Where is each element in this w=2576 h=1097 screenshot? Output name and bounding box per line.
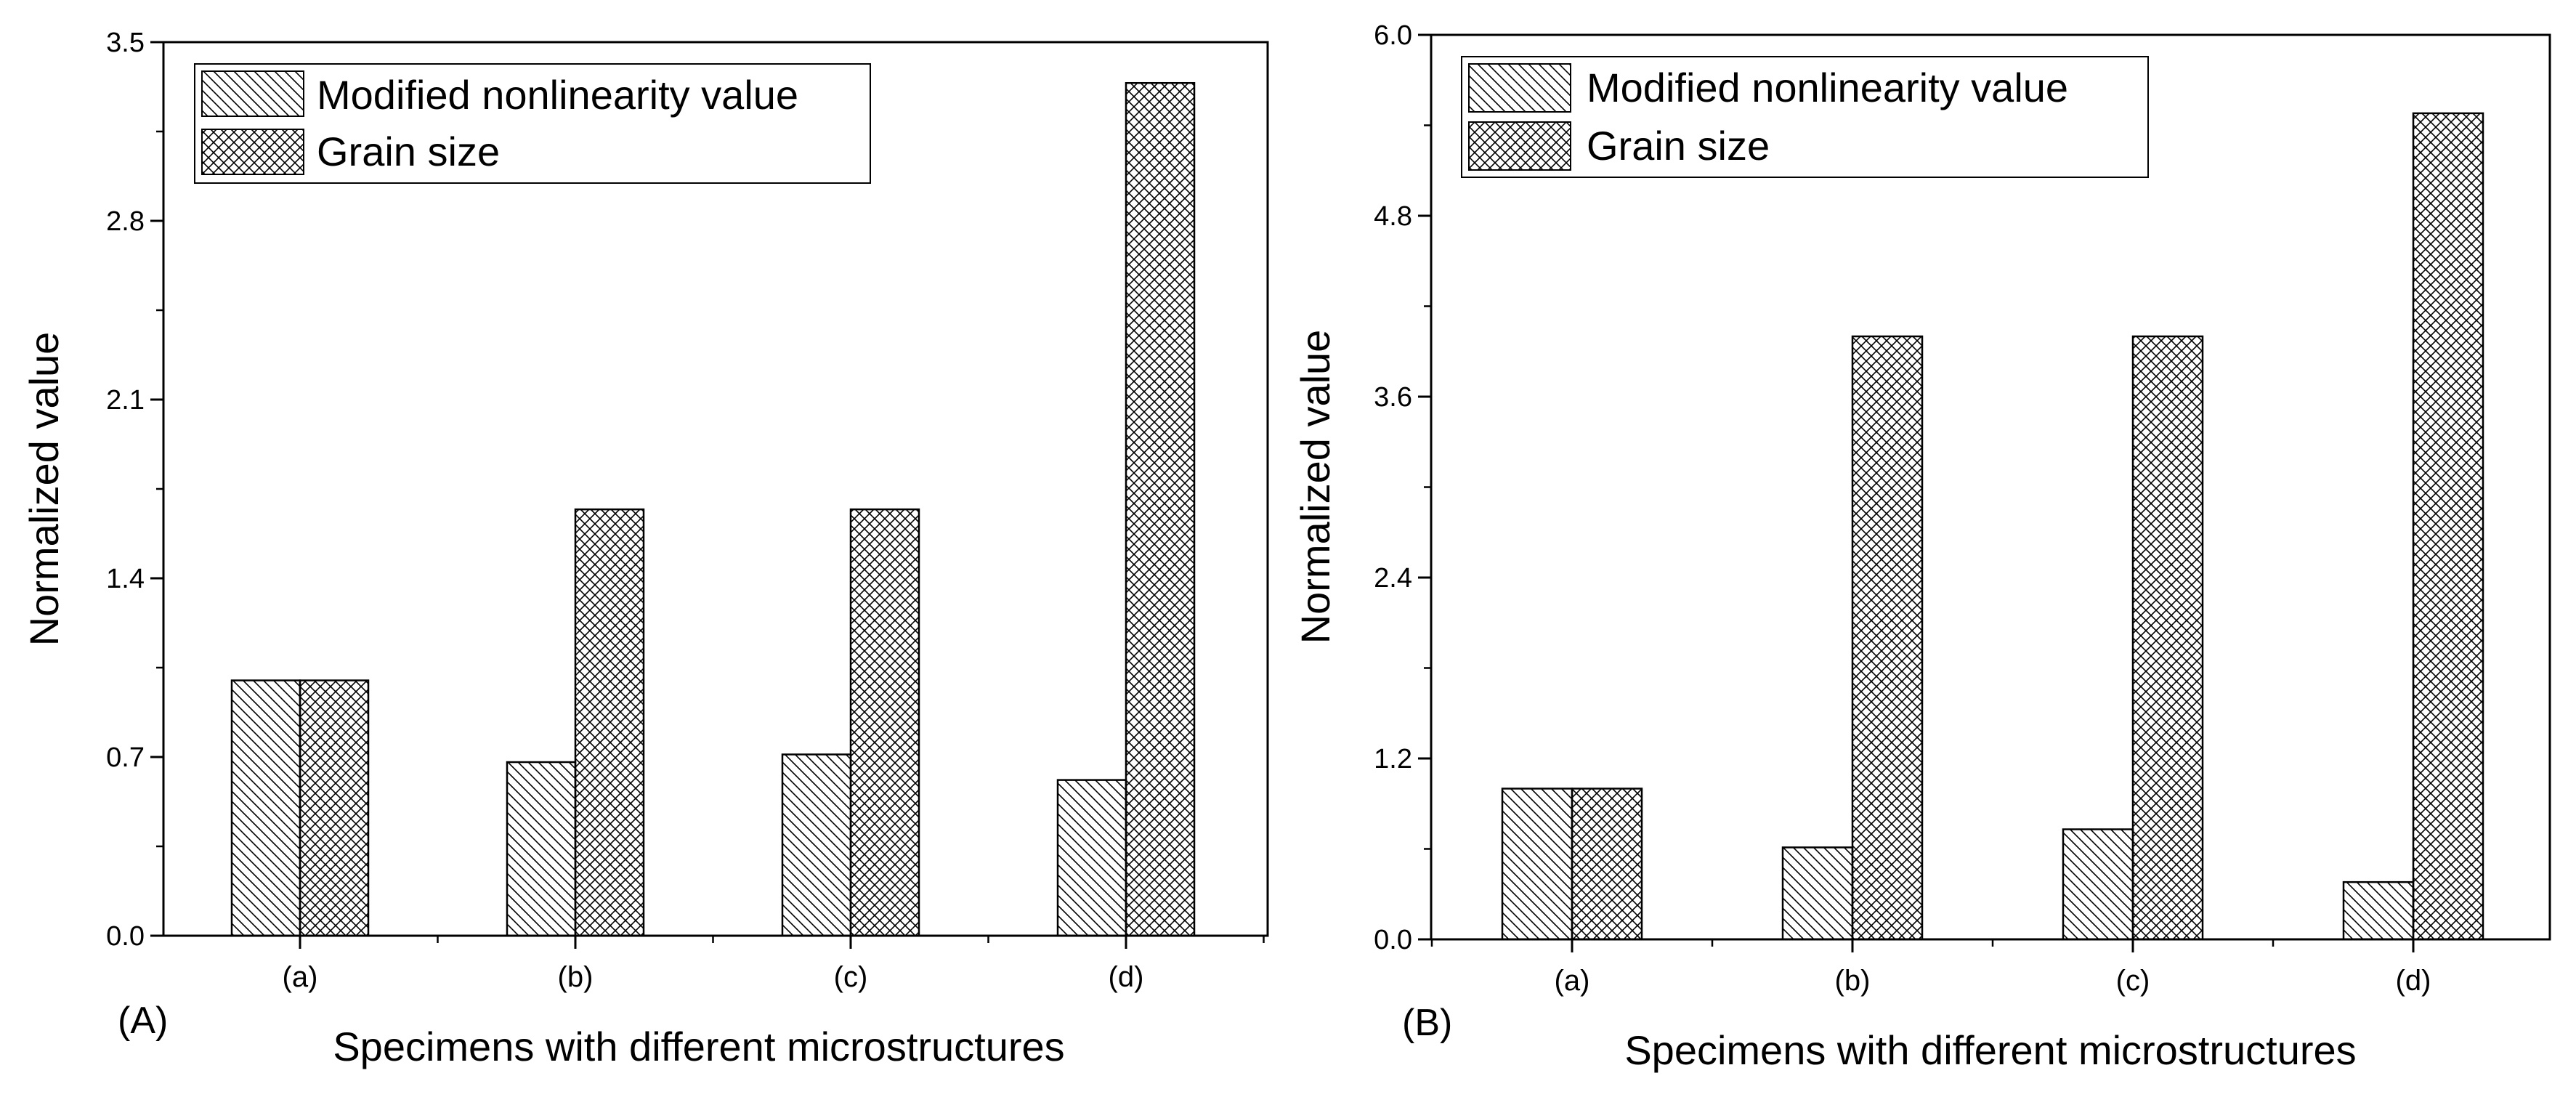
y-tick-label: 0.7: [106, 742, 145, 773]
bar-modified-nonlinearity-value-a: [230, 679, 301, 937]
bar-grain-size-b: [1851, 335, 1924, 941]
panel-label: (B): [1402, 1002, 1452, 1044]
x-tick-label: (b): [1835, 965, 1871, 997]
x-axis-title: Specimens with different microstructures: [333, 1024, 1064, 1069]
legend-swatch-modified-nonlinearity: [1468, 63, 1571, 113]
bar-grain-size-c: [849, 508, 920, 937]
x-axis-ticks: (a) (b) (c) (d): [283, 936, 1265, 993]
y-axis-ticks: 0.0 1.2 2.4 3.6 4.8 6.0: [1374, 20, 1431, 955]
y-axis-title: Normalized value: [21, 332, 67, 647]
legend-swatch-modified-nonlinearity: [201, 70, 304, 117]
legend: Modified nonlinearity value Grain size: [194, 63, 871, 184]
x-axis-title: Specimens with different microstructures: [1624, 1027, 2356, 1073]
legend-label-grain-size: Grain size: [1587, 123, 1770, 169]
y-tick-label: 1.4: [106, 564, 145, 594]
bars-group: [230, 81, 1196, 937]
legend-label-modified-nonlinearity: Modified nonlinearity value: [317, 72, 798, 118]
bars-group: [1501, 112, 2484, 941]
y-tick-label: 0.0: [1374, 925, 1412, 955]
x-axis-ticks: (a) (b) (c) (d): [1430, 939, 2431, 997]
x-tick-label: (c): [2116, 965, 2150, 997]
legend: Modified nonlinearity value Grain size: [1461, 56, 2149, 178]
y-axis-title: Normalized value: [1292, 330, 1338, 644]
y-tick-label: 4.8: [1374, 201, 1412, 232]
legend-box: [1461, 56, 2149, 178]
legend-label-grain-size: Grain size: [317, 129, 500, 174]
x-tick-label: (c): [834, 961, 868, 993]
bar-modified-nonlinearity-value-c: [2062, 828, 2134, 941]
bar-grain-size-a: [299, 679, 370, 937]
x-tick-label: (a): [1555, 965, 1590, 997]
legend-swatch-grain-size: [1468, 121, 1571, 171]
legend-label-modified-nonlinearity: Modified nonlinearity value: [1587, 65, 2068, 110]
y-tick-label: 2.1: [106, 385, 145, 416]
bar-modified-nonlinearity-value-c: [781, 753, 852, 937]
bar-grain-size-c: [2131, 335, 2204, 941]
y-tick-label: 3.6: [1374, 382, 1412, 413]
bar-grain-size-d: [1125, 81, 1196, 937]
x-tick-label: (d): [2396, 965, 2431, 997]
chart-panel-a: 0.0 0.7 1.4 2.1 2.8 3.5 (a) (b) (c) (d) Normaliz…: [21, 28, 1269, 1069]
legend-swatch-grain-size: [201, 129, 304, 175]
bar-grain-size-b: [574, 508, 645, 937]
y-tick-label: 1.2: [1374, 744, 1412, 774]
bar-modified-nonlinearity-value-b: [506, 761, 577, 937]
panel-label: (A): [118, 1000, 168, 1042]
y-tick-label: 3.5: [106, 28, 145, 58]
bar-modified-nonlinearity-value-a: [1501, 788, 1573, 941]
y-tick-label: 2.8: [106, 206, 145, 237]
chart-panel-b: 0.0 1.2 2.4 3.6 4.8 6.0 (a) (b) (c) (d) Normaliz…: [1292, 20, 2551, 1073]
y-axis-ticks: 0.0 0.7 1.4 2.1 2.8 3.5: [106, 28, 163, 952]
y-tick-label: 6.0: [1374, 20, 1412, 51]
x-tick-label: (a): [283, 961, 318, 993]
legend-box: [194, 63, 871, 184]
x-tick-label: (d): [1109, 961, 1144, 993]
bar-grain-size-d: [2412, 112, 2484, 941]
y-tick-label: 0.0: [106, 921, 145, 952]
x-tick-label: (b): [558, 961, 594, 993]
bar-modified-nonlinearity-value-d: [2342, 881, 2415, 941]
bar-grain-size-a: [1571, 788, 1643, 941]
bar-modified-nonlinearity-value-d: [1056, 779, 1127, 937]
y-tick-label: 2.4: [1374, 563, 1412, 594]
bar-modified-nonlinearity-value-b: [1781, 846, 1854, 941]
